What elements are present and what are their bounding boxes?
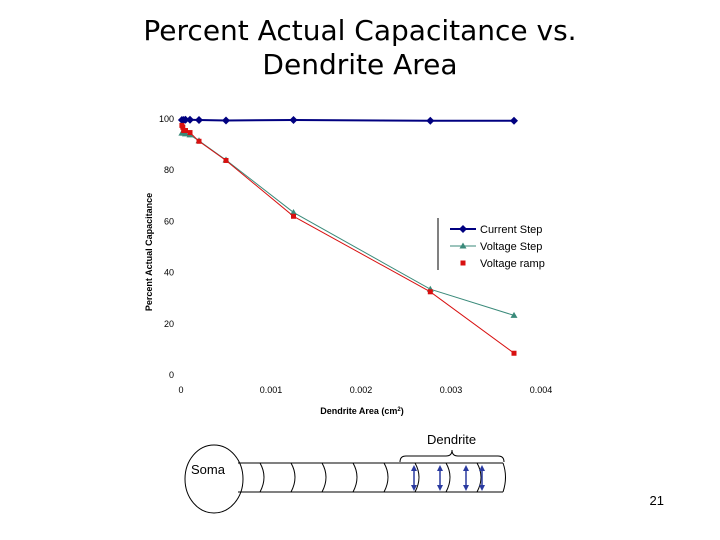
data-point [460, 260, 466, 266]
data-point [183, 128, 188, 134]
data-point [181, 115, 190, 124]
compartment-divider [414, 462, 420, 493]
legend-item: Current Step [450, 224, 542, 236]
series-voltage-ramp [179, 122, 517, 356]
compartment-divider [383, 462, 389, 493]
x-tick-label: 0 [178, 385, 183, 395]
compartment-divider [352, 462, 358, 493]
y-axis-title: Percent Actual Capacitance [144, 193, 154, 311]
data-point [427, 289, 433, 295]
page-number: 21 [649, 493, 664, 508]
data-point [290, 208, 297, 215]
dendrite-electrodes [411, 465, 485, 491]
chart-ticks: 0 20 40 60 80 100 0 0.001 0.002 0.003 0.004 [159, 114, 552, 395]
compartment-divider [290, 462, 296, 493]
legend-label: Current Step [480, 224, 542, 236]
x-axis-title: Dendrite Area (cm2) [320, 406, 404, 416]
compartment-divider [476, 462, 482, 493]
series-current-step [177, 115, 518, 125]
x-tick-label: 0.001 [260, 385, 283, 395]
capacitance-chart: 0 20 40 60 80 100 0 0.001 0.002 0.003 0.004 Curren… [144, 114, 552, 416]
data-point [426, 116, 435, 125]
data-point [289, 116, 298, 125]
y-tick-label: 60 [164, 216, 174, 226]
legend-label: Voltage ramp [480, 258, 545, 270]
compartment-divider [321, 462, 327, 493]
x-tick-label: 0.002 [350, 385, 373, 395]
chart-legend: Current Step Voltage Step Voltage ramp [437, 218, 545, 270]
data-point [510, 311, 518, 318]
legend-item: Voltage ramp [460, 258, 545, 270]
y-tick-label: 40 [164, 268, 174, 278]
data-point [459, 225, 467, 233]
y-tick-label: 80 [164, 165, 174, 175]
data-point [511, 350, 517, 356]
dendrite-label: Dendrite [427, 432, 477, 447]
dendrite-compartments [259, 462, 482, 493]
data-point [180, 124, 186, 130]
legend-item: Voltage Step [450, 241, 542, 253]
chart-series [177, 115, 518, 356]
slide-title: Percent Actual Capacitance vs. Dendrite … [60, 14, 660, 82]
slide-title-line-2: Dendrite Area [262, 48, 458, 81]
electrode-arrow [479, 465, 485, 491]
electrode-arrow [437, 465, 443, 491]
slide-title-line-1: Percent Actual Capacitance vs. [143, 14, 577, 47]
data-point [182, 130, 189, 137]
data-point [187, 130, 193, 136]
soma-shape [184, 444, 244, 514]
compartment-divider [445, 462, 451, 493]
y-tick-label: 0 [169, 370, 174, 380]
dendrite-brace [399, 449, 505, 463]
data-point [222, 116, 230, 125]
data-point [291, 213, 296, 219]
data-point [196, 138, 202, 144]
electrode-arrow [463, 465, 469, 491]
y-tick-label: 20 [164, 319, 174, 329]
data-point [223, 157, 229, 163]
y-tick-label: 100 [159, 114, 174, 124]
electrode-arrow [411, 465, 417, 491]
legend-label: Voltage Step [480, 241, 542, 253]
data-point [510, 116, 518, 125]
dendrite-end-cap [502, 462, 506, 493]
data-point [186, 115, 194, 124]
soma-label: Soma [191, 462, 225, 477]
x-tick-label: 0.003 [440, 385, 463, 395]
x-tick-label: 0.004 [530, 385, 553, 395]
data-point [195, 116, 203, 125]
data-point [459, 242, 467, 249]
compartment-divider [259, 462, 265, 493]
